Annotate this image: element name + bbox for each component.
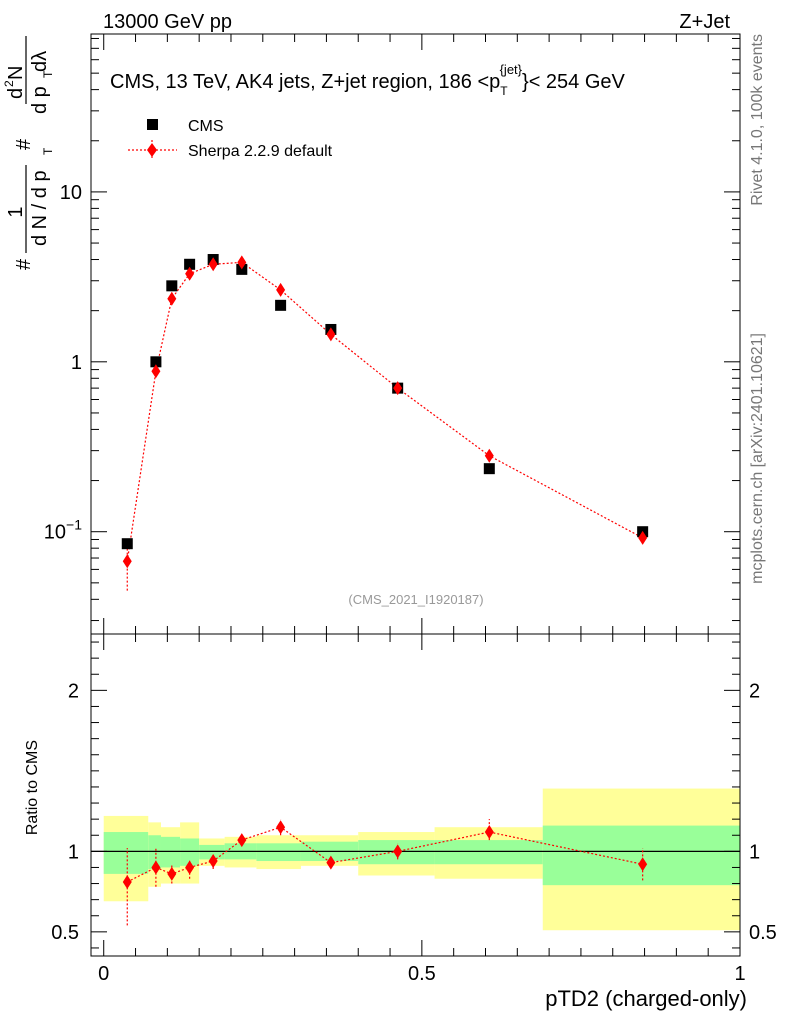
ratio-band-inner: [434, 840, 543, 865]
rivet-label: Rivet 4.1.0, 100k events: [749, 34, 766, 206]
x-tick-label: 0: [98, 963, 109, 985]
x-tick-label: 0.5: [408, 963, 436, 985]
main-y-tick-label: 10−1: [44, 517, 82, 544]
title-main: CMS, 13 TeV, AK4 jets, Z+jet region, 186…: [110, 71, 500, 93]
mc-point: [208, 257, 218, 272]
header-right: Z+Jet: [679, 11, 730, 33]
ratio-band-inner: [148, 835, 161, 870]
ratio-mc-point: [276, 820, 286, 835]
ylabel-dpt: d p: [29, 86, 51, 114]
mc-line: [126, 261, 643, 562]
cms-point: [236, 263, 248, 275]
ratio-mc-point: [638, 857, 648, 872]
main-series-layer: [121, 254, 649, 591]
cms-point: [483, 463, 495, 475]
ylabel-n: N: [5, 66, 27, 80]
ratio-y-tick-label-right: 0.5: [749, 922, 777, 944]
ylabel-sub-t2: T: [41, 70, 55, 78]
ratio-band-inner: [256, 843, 301, 862]
ratio-frame: [90, 633, 741, 957]
title-sup: {jet}: [500, 62, 523, 77]
main-y-tick-base: 10: [60, 182, 82, 204]
ratio-band-inner: [103, 832, 149, 874]
ratio-mc-point: [185, 860, 195, 875]
main-y-tick-label: 1: [71, 352, 82, 374]
mc-point: [185, 266, 195, 281]
ylabel-sup-2: 2: [2, 80, 16, 87]
title-end: }< 254 GeV: [522, 71, 626, 93]
mc-point: [237, 255, 247, 270]
ylabel-hash2: #: [13, 138, 35, 150]
main-y-tick-label: 10: [60, 182, 82, 204]
ratio-axis-ticks: 0.5 0.51 12 20 0.5 1: [51, 634, 777, 985]
ratio-y-tick-label-left: 0.5: [51, 922, 79, 944]
ratio-series-layer: [122, 819, 648, 926]
ratio-mc-point: [326, 855, 336, 870]
mcplots-label: mcplots.cern.ch [arXiv:2401.10621]: [749, 333, 766, 584]
legend-mc-label: Sherpa 2.2.9 default: [188, 143, 333, 160]
main-y-label: # 1 d N / d p T # d p T d 2 N dλ: [2, 36, 55, 270]
ratio-y-tick-label-right: 1: [749, 841, 760, 863]
main-y-tick-base: 10: [44, 522, 66, 544]
ratio-y-label: Ratio to CMS: [24, 740, 41, 835]
ylabel-sub-t1: T: [41, 147, 55, 155]
mc-point: [276, 282, 286, 297]
ratio-band-inner: [180, 838, 200, 866]
ratio-mc-point: [208, 854, 218, 869]
x-tick-label: 1: [734, 963, 745, 985]
main-title: CMS, 13 TeV, AK4 jets, Z+jet region, 186…: [110, 62, 626, 98]
mc-point: [326, 327, 336, 342]
title-sub: T: [500, 84, 508, 98]
ratio-mc-point: [237, 833, 247, 848]
ratio-band-inner: [160, 836, 181, 868]
ratio-y-tick-label-right: 2: [749, 680, 760, 702]
ratio-mc-point: [122, 874, 132, 889]
ratio-panel: 0.5 0.51 12 20 0.5 1 Ratio to CMS pTD2 (charg…: [24, 633, 777, 1011]
analysis-tag: (CMS_2021_I1920187): [348, 592, 483, 607]
mc-point: [167, 291, 177, 306]
cms-point: [275, 299, 287, 311]
main-y-tick-exp: −1: [66, 517, 82, 533]
ratio-mc-point: [167, 866, 177, 881]
ylabel-d-num: d: [5, 88, 27, 99]
ratio-band-inner: [542, 825, 740, 886]
ylabel-dn-dpt: d N / d p: [29, 170, 51, 246]
ratio-bands-layer: [103, 788, 740, 931]
ylabel-dlambda: dλ: [29, 51, 51, 72]
ratio-band-inner: [199, 844, 225, 860]
legend: CMS Sherpa 2.2.9 default: [128, 118, 333, 160]
cms-point: [150, 356, 162, 368]
cms-point: [184, 258, 196, 270]
ratio-mc-point: [151, 860, 161, 875]
cms-point: [166, 280, 178, 292]
mc-point: [484, 448, 494, 463]
ratio-y-tick-label-left: 2: [68, 680, 79, 702]
mc-point: [151, 364, 161, 379]
ylabel-one: 1: [5, 206, 27, 217]
mc-point: [393, 381, 403, 396]
ylabel-hash1: #: [13, 258, 35, 270]
mc-point: [638, 530, 648, 545]
mc-point: [122, 554, 132, 569]
ratio-mc-point: [484, 825, 494, 840]
x-axis-label: pTD2 (charged-only): [545, 986, 747, 1011]
cms-point: [121, 538, 133, 550]
legend-cms-marker: [147, 119, 158, 130]
ratio-y-tick-label-left: 1: [68, 841, 79, 863]
ratio-mc-point: [393, 844, 403, 859]
legend-cms-label: CMS: [188, 118, 224, 135]
main-y-tick-base: 1: [71, 352, 82, 374]
header-left: 13000 GeV pp: [103, 11, 232, 33]
